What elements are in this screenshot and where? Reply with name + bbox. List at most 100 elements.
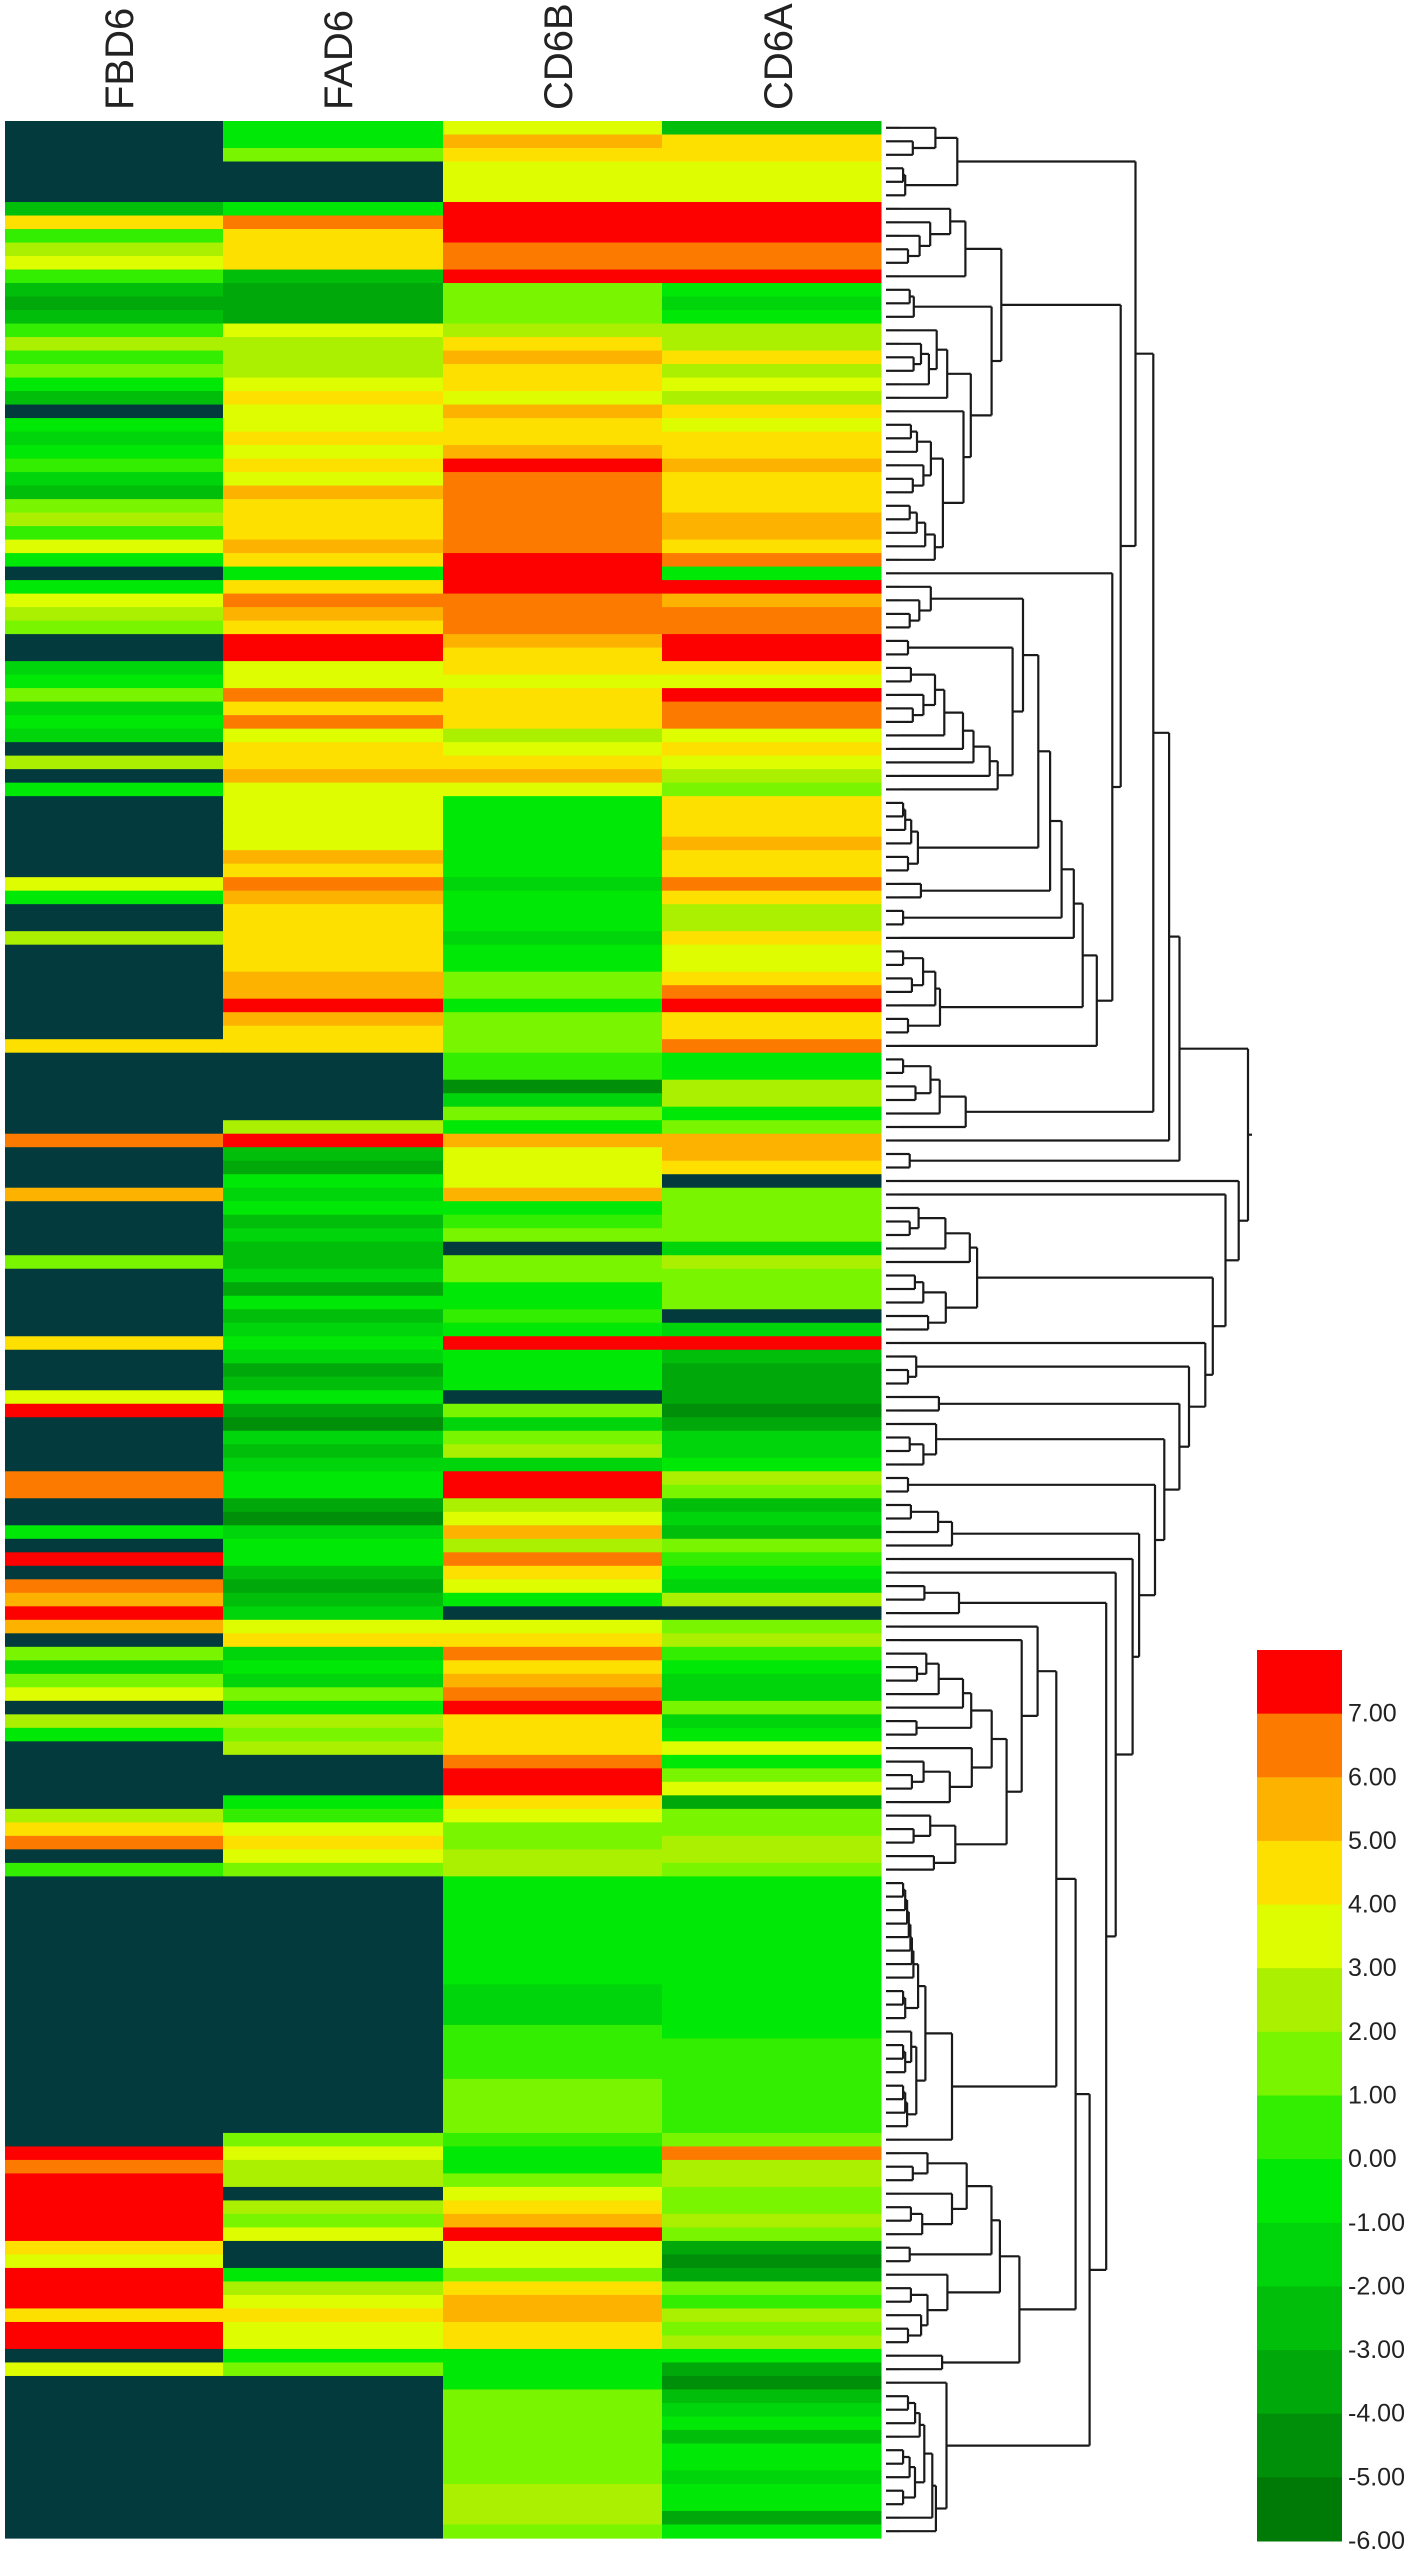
heatmap-cell-r118-cd6b [443, 1700, 663, 1715]
heatmap-cell-r112-fbd6 [5, 1619, 224, 1634]
heatmap-cell-r149-cd6a [662, 2119, 882, 2134]
heatmap-cell-r152-cd6a [662, 2159, 882, 2175]
legend-swatch-7 [1257, 2031, 1342, 2096]
heatmap-cell-r44-cd6a [662, 701, 882, 716]
heatmap-cell-r178-fad6 [223, 2510, 444, 2526]
heatmap-cell-r86-fbd6 [5, 1268, 224, 1283]
heatmap-cell-r128-fad6 [223, 1835, 444, 1850]
heatmap-cell-r162-fad6 [223, 2294, 444, 2310]
heatmap-cell-r166-cd6a [662, 2348, 882, 2364]
heatmap-cell-r43-fbd6 [5, 688, 224, 703]
heatmap-cell-r157-cd6b [443, 2227, 663, 2242]
heatmap-cell-r35-fbd6 [5, 580, 224, 595]
heatmap-cell-r62-cd6a [662, 944, 882, 959]
heatmap-cell-r1-cd6b [443, 121, 663, 136]
heatmap-cell-r34-cd6a [662, 566, 882, 581]
heatmap-cell-r82-cd6b [443, 1214, 663, 1229]
heatmap-cell-r158-cd6a [662, 2240, 882, 2256]
heatmap-cell-r95-fad6 [223, 1390, 444, 1405]
heatmap-cell-r13-fad6 [223, 283, 444, 298]
heatmap-cell-r166-fbd6 [5, 2348, 224, 2364]
heatmap-cell-r133-cd6a [662, 1903, 882, 1918]
heatmap-cell-r48-cd6b [443, 755, 663, 770]
heatmap-cell-r67-cd6a [662, 1012, 882, 1027]
heatmap-cell-r34-fbd6 [5, 566, 224, 581]
heatmap-cell-r4-cd6a [662, 161, 882, 176]
legend-label-13: -5.00 [1348, 2463, 1405, 2491]
heatmap-cell-r16-cd6a [662, 323, 882, 338]
heatmap-cell-r119-cd6b [443, 1714, 663, 1729]
heatmap-cell-r36-fbd6 [5, 593, 224, 608]
heatmap-cell-r24-cd6a [662, 431, 882, 446]
heatmap-cell-r114-cd6b [443, 1646, 663, 1661]
heatmap-cell-r70-cd6b [443, 1052, 663, 1067]
heatmap-cell-r169-cd6b [443, 2389, 663, 2404]
heatmap-cell-r82-fbd6 [5, 1214, 224, 1229]
heatmap-cell-r62-fad6 [223, 944, 444, 959]
heatmap-cell-r30-cd6b [443, 512, 663, 527]
heatmap-cell-r115-cd6b [443, 1660, 663, 1675]
heatmap-cell-r73-fbd6 [5, 1093, 224, 1108]
heatmap-cell-r10-fbd6 [5, 242, 224, 257]
heatmap-cell-r116-fbd6 [5, 1673, 224, 1688]
heatmap-cell-r36-cd6a [662, 593, 882, 608]
heatmap-cell-r96-cd6b [443, 1403, 663, 1418]
heatmap-cell-r164-fad6 [223, 2321, 444, 2337]
heatmap-cell-r59-fad6 [223, 904, 444, 919]
heatmap-cell-r107-cd6a [662, 1552, 882, 1567]
heatmap-cell-r173-fbd6 [5, 2443, 224, 2458]
heatmap-cell-r108-fbd6 [5, 1565, 224, 1580]
heatmap-cell-r11-fad6 [223, 256, 444, 271]
heatmap-cell-r13-cd6a [662, 283, 882, 298]
heatmap-cell-r28-cd6b [443, 485, 663, 500]
heatmap-cell-r153-fad6 [223, 2173, 444, 2188]
heatmap-cell-r64-cd6a [662, 971, 882, 986]
heatmap-cell-r76-fbd6 [5, 1133, 224, 1148]
heatmap-cell-r86-cd6a [662, 1268, 882, 1283]
heatmap-cell-r9-fbd6 [5, 229, 224, 244]
heatmap-cell-r15-fad6 [223, 310, 444, 325]
heatmap-cell-r5-cd6b [443, 175, 663, 190]
heatmap-cell-r84-cd6a [662, 1241, 882, 1256]
heatmap-cell-r112-fad6 [223, 1619, 444, 1634]
heatmap-cell-r101-cd6a [662, 1471, 882, 1486]
heatmap-cell-r30-fbd6 [5, 512, 224, 527]
heatmap-cell-r172-cd6a [662, 2429, 882, 2445]
heatmap-cell-r18-fbd6 [5, 350, 224, 365]
heatmap-cell-r102-fad6 [223, 1484, 444, 1499]
heatmap-cell-r123-fad6 [223, 1768, 444, 1783]
heatmap-cell-r148-fbd6 [5, 2105, 224, 2121]
heatmap-cell-r65-fbd6 [5, 985, 224, 1000]
heatmap-cell-r163-fad6 [223, 2308, 444, 2323]
heatmap-cell-r9-cd6a [662, 229, 882, 244]
legend-swatch-13 [1257, 2413, 1342, 2478]
heatmap-cell-r150-fbd6 [5, 2132, 224, 2148]
heatmap-cell-r118-fbd6 [5, 1700, 224, 1715]
heatmap-cell-r152-cd6b [443, 2159, 663, 2175]
legend-label-4: 4.00 [1348, 1891, 1397, 1919]
heatmap-cell-r102-cd6a [662, 1484, 882, 1499]
heatmap-cell-r165-cd6b [443, 2335, 663, 2350]
heatmap-cell-r131-cd6b [443, 1876, 663, 1891]
heatmap-cell-r36-cd6b [443, 593, 663, 608]
heatmap-cell-r173-cd6a [662, 2443, 882, 2458]
legend-swatch-12 [1257, 2350, 1342, 2415]
heatmap-cell-r5-fad6 [223, 175, 444, 190]
heatmap-cell-r52-cd6a [662, 809, 882, 824]
heatmap-cell-r153-fbd6 [5, 2173, 224, 2188]
heatmap-cell-r97-cd6b [443, 1417, 663, 1432]
heatmap-cell-r69-fad6 [223, 1039, 444, 1054]
heatmap-cell-r55-fad6 [223, 850, 444, 865]
heatmap-cell-r165-fad6 [223, 2335, 444, 2350]
heatmap-cell-r132-fad6 [223, 1889, 444, 1904]
heatmap-cell-r149-fad6 [223, 2119, 444, 2134]
heatmap-cell-r6-fbd6 [5, 188, 224, 203]
heatmap-cell-r11-fbd6 [5, 256, 224, 271]
heatmap-cell-r160-cd6b [443, 2267, 663, 2283]
heatmap-cell-r43-cd6a [662, 688, 882, 703]
heatmap-cell-r98-fad6 [223, 1430, 444, 1445]
heatmap-cell-r86-fad6 [223, 1268, 444, 1283]
heatmap-cell-r167-fbd6 [5, 2362, 224, 2377]
heatmap-cell-r57-cd6a [662, 877, 882, 892]
heatmap-cell-r142-cd6a [662, 2024, 882, 2039]
